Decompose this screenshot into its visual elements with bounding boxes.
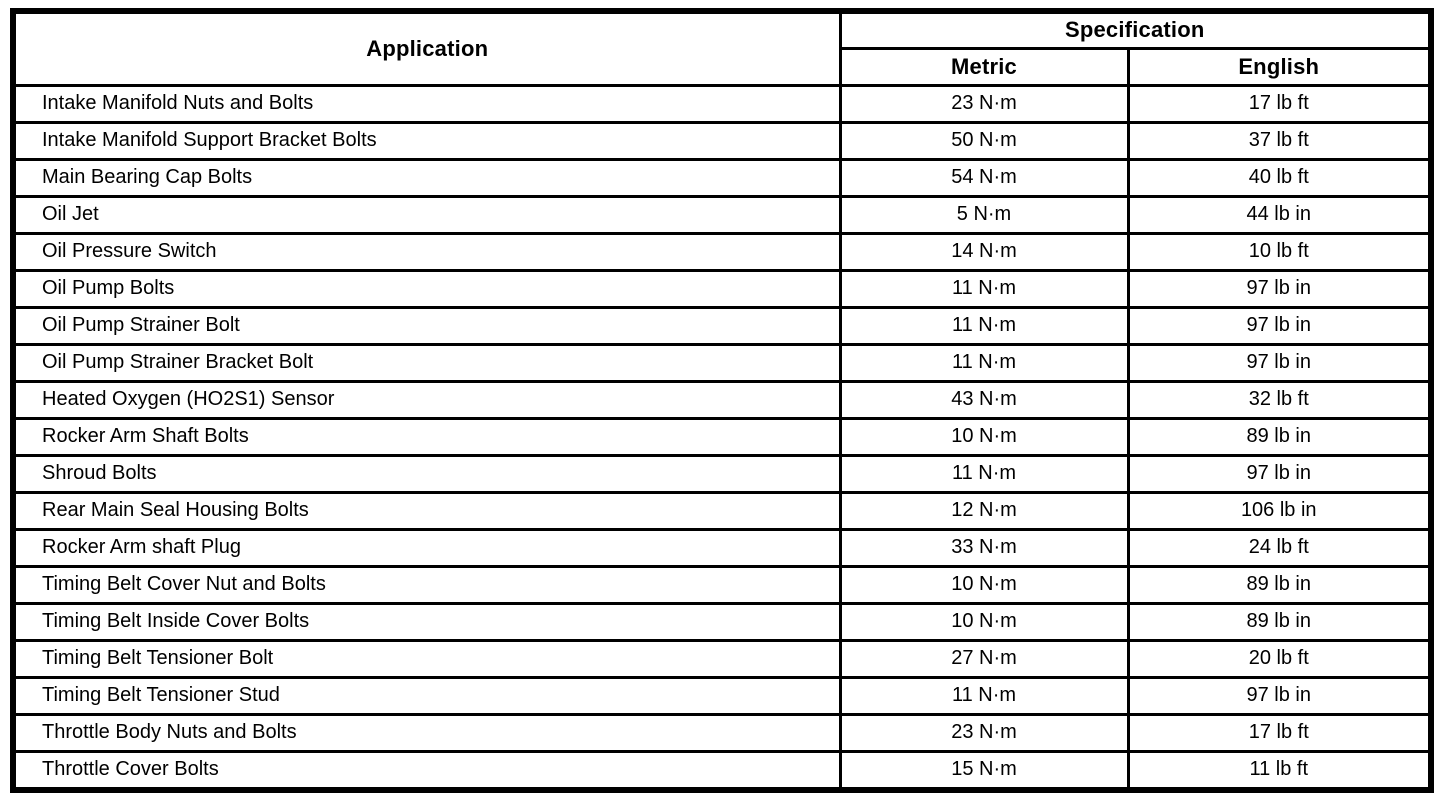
table-row: Timing Belt Inside Cover Bolts 10 N·m 89 l… (11, 601, 1433, 642)
english-cell: 97 lb in (1126, 305, 1433, 346)
column-header-metric: Metric (838, 46, 1130, 87)
table-row: Oil Jet 5 N·m 44 lb in (11, 194, 1433, 235)
english-cell: 10 lb ft (1126, 231, 1433, 272)
table-row: Timing Belt Tensioner Bolt 27 N·m 20 lb ft (11, 638, 1433, 679)
metric-cell: 15 N·m (838, 749, 1130, 792)
table-row: Shroud Bolts 11 N·m 97 lb in (11, 453, 1433, 494)
table-row: Timing Belt Tensioner Stud 11 N·m 97 lb in (11, 675, 1433, 716)
application-cell: Oil Pump Strainer Bolt (11, 305, 842, 346)
metric-cell: 11 N·m (838, 675, 1130, 716)
table-row: Oil Pressure Switch 14 N·m 10 lb ft (11, 231, 1433, 272)
english-cell: 32 lb ft (1126, 379, 1433, 420)
application-cell: Rocker Arm Shaft Bolts (11, 416, 842, 457)
english-cell: 44 lb in (1126, 194, 1433, 235)
application-cell: Throttle Body Nuts and Bolts (11, 712, 842, 753)
english-cell: 89 lb in (1126, 601, 1433, 642)
table-body: Intake Manifold Nuts and Bolts 23 N·m 17 l… (11, 83, 1433, 792)
application-cell: Heated Oxygen (HO2S1) Sensor (11, 379, 842, 420)
column-header-application: Application (11, 9, 842, 87)
english-cell: 89 lb in (1126, 564, 1433, 605)
column-header-english: English (1126, 46, 1433, 87)
english-cell: 97 lb in (1126, 675, 1433, 716)
table-row: Rear Main Seal Housing Bolts 12 N·m 106 lb… (11, 490, 1433, 531)
application-cell: Throttle Cover Bolts (11, 749, 842, 792)
table-row: Oil Pump Strainer Bolt 11 N·m 97 lb in (11, 305, 1433, 346)
metric-cell: 11 N·m (838, 453, 1130, 494)
header-row-units: Metric English (13, 46, 1433, 87)
metric-cell: 54 N·m (838, 157, 1130, 198)
table-row: Oil Pump Strainer Bracket Bolt 11 N·m 97 l… (11, 342, 1433, 383)
table-row: Throttle Body Nuts and Bolts 23 N·m 17 lb … (11, 712, 1433, 753)
column-header-specification: Specification (838, 9, 1433, 50)
english-cell: 11 lb ft (1126, 749, 1433, 792)
application-cell: Timing Belt Tensioner Bolt (11, 638, 842, 679)
metric-cell: 11 N·m (838, 342, 1130, 383)
english-cell: 97 lb in (1126, 268, 1433, 309)
metric-cell: 12 N·m (838, 490, 1130, 531)
table-row: Timing Belt Cover Nut and Bolts 10 N·m 89 … (11, 564, 1433, 605)
english-cell: 17 lb ft (1126, 712, 1433, 753)
english-cell: 37 lb ft (1126, 120, 1433, 161)
table-row: Intake Manifold Nuts and Bolts 23 N·m 17 l… (11, 83, 1433, 124)
application-cell: Oil Jet (11, 194, 842, 235)
table-row: Main Bearing Cap Bolts 54 N·m 40 lb ft (11, 157, 1433, 198)
english-cell: 17 lb ft (1126, 83, 1433, 124)
application-cell: Intake Manifold Nuts and Bolts (11, 83, 842, 124)
english-cell: 106 lb in (1126, 490, 1433, 531)
table-row: Rocker Arm shaft Plug 33 N·m 24 lb ft (11, 527, 1433, 568)
application-cell: Main Bearing Cap Bolts (11, 157, 842, 198)
metric-cell: 11 N·m (838, 305, 1130, 346)
table-row: Rocker Arm Shaft Bolts 10 N·m 89 lb in (11, 416, 1433, 457)
header-row-specification: Application Specification (11, 9, 1433, 87)
metric-cell: 23 N·m (838, 712, 1130, 753)
english-cell: 89 lb in (1126, 416, 1433, 457)
english-cell: 97 lb in (1126, 342, 1433, 383)
table-row: Intake Manifold Support Bracket Bolts 50 … (11, 120, 1433, 161)
application-cell: Oil Pressure Switch (11, 231, 842, 272)
torque-spec-table: Application Specification Metric English… (10, 8, 1434, 793)
metric-cell: 10 N·m (838, 416, 1130, 457)
application-cell: Timing Belt Inside Cover Bolts (11, 601, 842, 642)
application-cell: Oil Pump Strainer Bracket Bolt (11, 342, 842, 383)
metric-cell: 50 N·m (838, 120, 1130, 161)
table-row: Throttle Cover Bolts 15 N·m 11 lb ft (11, 749, 1433, 792)
application-cell: Timing Belt Tensioner Stud (11, 675, 842, 716)
table-row: Heated Oxygen (HO2S1) Sensor 43 N·m 32 lb … (11, 379, 1433, 420)
metric-cell: 10 N·m (838, 564, 1130, 605)
english-cell: 97 lb in (1126, 453, 1433, 494)
application-cell: Shroud Bolts (11, 453, 842, 494)
metric-cell: 33 N·m (838, 527, 1130, 568)
english-cell: 40 lb ft (1126, 157, 1433, 198)
metric-cell: 5 N·m (838, 194, 1130, 235)
application-cell: Oil Pump Bolts (11, 268, 842, 309)
table-row: Oil Pump Bolts 11 N·m 97 lb in (11, 268, 1433, 309)
metric-cell: 10 N·m (838, 601, 1130, 642)
application-cell: Rear Main Seal Housing Bolts (11, 490, 842, 531)
metric-cell: 43 N·m (838, 379, 1130, 420)
english-cell: 20 lb ft (1126, 638, 1433, 679)
metric-cell: 27 N·m (838, 638, 1130, 679)
metric-cell: 14 N·m (838, 231, 1130, 272)
application-cell: Intake Manifold Support Bracket Bolts (11, 120, 842, 161)
application-cell: Rocker Arm shaft Plug (11, 527, 842, 568)
metric-cell: 11 N·m (838, 268, 1130, 309)
english-cell: 24 lb ft (1126, 527, 1433, 568)
metric-cell: 23 N·m (838, 83, 1130, 124)
application-cell: Timing Belt Cover Nut and Bolts (11, 564, 842, 605)
